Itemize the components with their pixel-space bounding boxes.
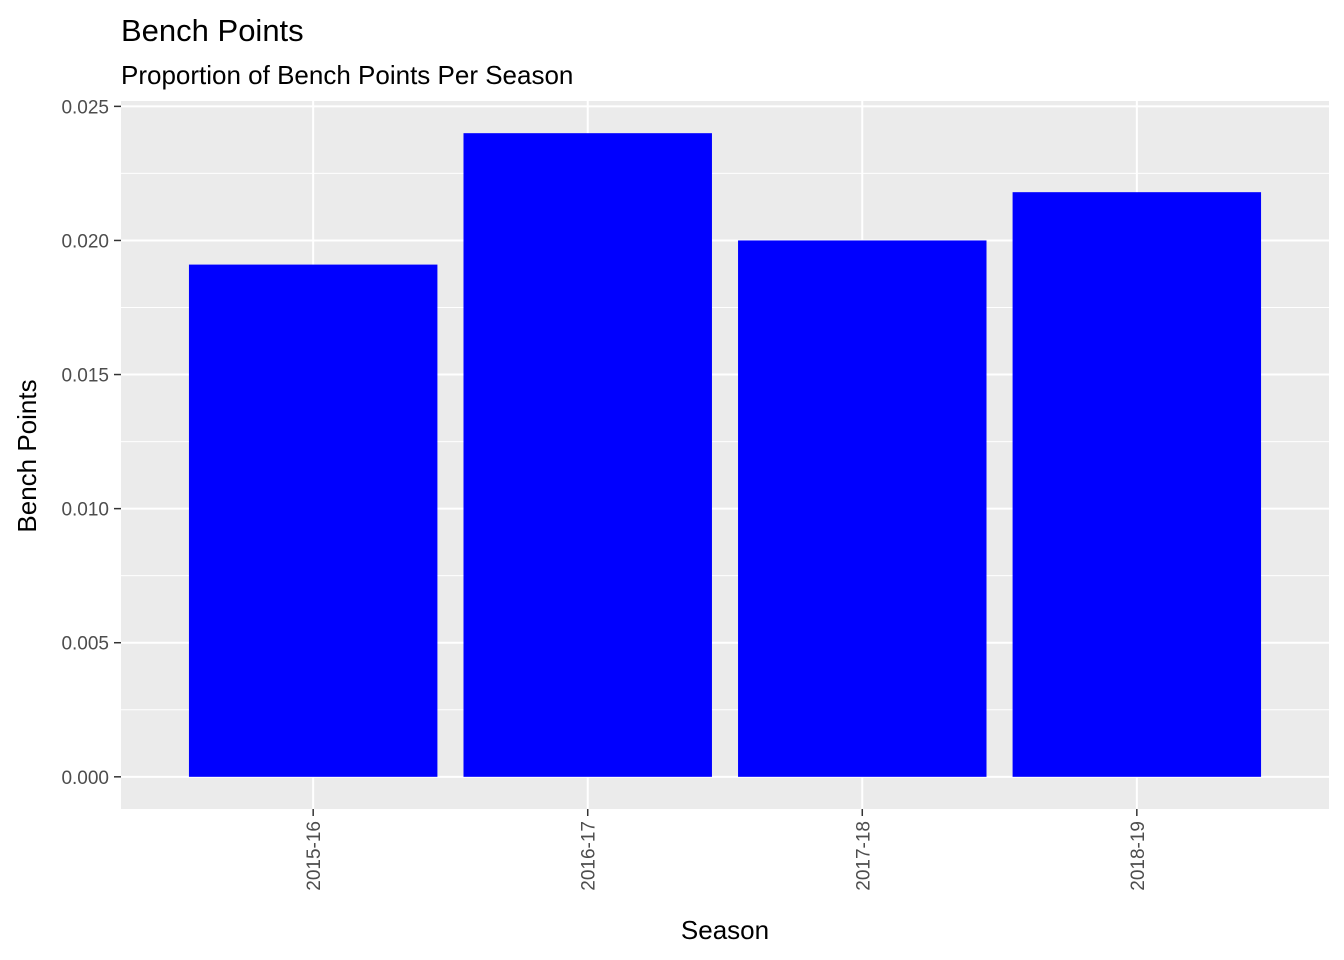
x-tick-label-2015-16: 2015-16 — [304, 821, 325, 891]
y-tick-label: 0.020 — [61, 231, 109, 252]
bar-2017-18 — [738, 240, 987, 777]
bar-2015-16 — [188, 264, 438, 777]
x-tick-label-2018-19: 2018-19 — [1128, 821, 1149, 891]
axis-layer: 0.000 0.005 0.010 0.015 0.020 0.025 2015-16 201… — [61, 97, 1148, 890]
bar-2018-19 — [1012, 192, 1262, 777]
y-tick-label: 0.015 — [61, 366, 109, 387]
y-tick-label: 0.010 — [61, 500, 109, 521]
x-tick-label-2017-18: 2017-18 — [853, 821, 874, 891]
y-tick-label: 0.000 — [61, 768, 109, 789]
chart-title: Bench Points — [121, 13, 304, 48]
y-tick-label: 0.005 — [61, 634, 109, 655]
x-tick-label-2016-17: 2016-17 — [579, 821, 600, 891]
chart-subtitle: Proportion of Bench Points Per Season — [121, 60, 573, 90]
bar-layer — [188, 133, 1262, 777]
y-tick-label: 0.025 — [61, 97, 109, 118]
bar-2016-17 — [463, 133, 712, 777]
x-axis-title: Season — [681, 915, 769, 945]
y-axis-title: Bench Points — [12, 379, 42, 532]
